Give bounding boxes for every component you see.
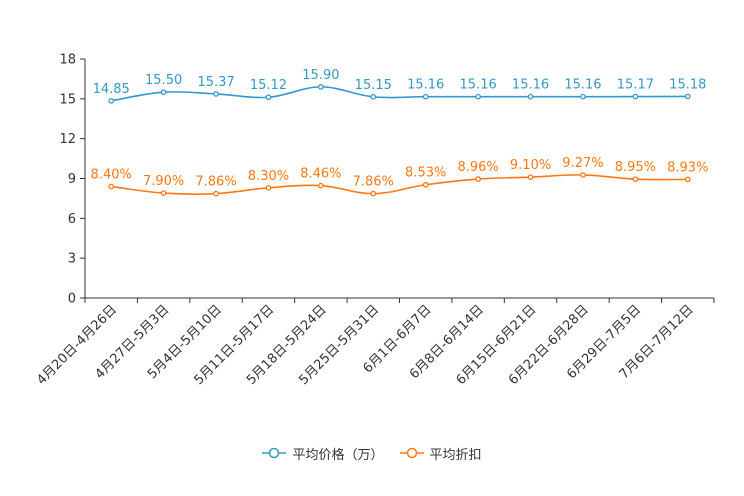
data-point	[527, 93, 534, 100]
data-label: 15.37	[197, 75, 234, 90]
data-point	[160, 190, 167, 196]
data-label: 15.15	[355, 78, 392, 93]
y-tick-label: 0	[68, 292, 76, 307]
data-label: 15.16	[460, 78, 497, 93]
data-point	[213, 91, 219, 97]
y-axis: 0 3 6 9 12 15 18	[59, 53, 86, 307]
legend-label-discount: 平均折扣	[429, 447, 482, 463]
legend-label-price: 平均价格（万）	[292, 447, 384, 463]
data-label: 8.96%	[457, 160, 498, 175]
x-axis: 4月20日-4月26日4月27日-5月3日5月4日-5月10日5月11日-5月1…	[34, 297, 715, 388]
series-line	[111, 174, 688, 196]
data-point	[580, 172, 586, 178]
data-label: 15.50	[145, 73, 182, 88]
legend-line-circle-icon	[262, 447, 287, 459]
data-point	[422, 93, 429, 100]
data-label: 8.30%	[248, 169, 289, 184]
legend-item-discount[interactable]: 平均折扣	[399, 444, 482, 463]
data-point	[527, 174, 534, 181]
legend: 平均价格（万） 平均折扣	[0, 443, 744, 463]
legend-line-circle-icon	[399, 447, 424, 459]
data-label: 15.12	[250, 78, 287, 93]
data-label: 7.86%	[195, 175, 236, 190]
data-label: 8.53%	[405, 166, 446, 181]
data-point	[475, 93, 481, 100]
data-point	[684, 176, 691, 183]
data-label: 15.90	[302, 68, 339, 83]
data-point	[318, 182, 324, 189]
y-tick-label: 18	[59, 53, 76, 68]
data-point	[318, 84, 324, 90]
data-point	[370, 190, 377, 197]
data-label: 9.10%	[510, 158, 551, 173]
data-label: 8.40%	[91, 167, 132, 182]
data-point	[684, 93, 691, 100]
data-label: 8.93%	[667, 160, 708, 175]
data-label: 15.18	[669, 77, 706, 92]
data-label: 7.90%	[143, 174, 184, 189]
y-tick-label: 9	[68, 172, 76, 187]
data-point	[265, 184, 272, 191]
y-tick-label: 12	[59, 132, 76, 147]
data-label: 15.16	[512, 78, 549, 93]
y-tick-label: 15	[59, 92, 76, 107]
y-tick-label: 3	[68, 252, 76, 267]
data-point	[160, 89, 167, 96]
data-point	[265, 94, 272, 101]
data-point	[213, 190, 219, 197]
data-label: 8.95%	[615, 160, 656, 175]
data-label: 15.17	[617, 78, 654, 93]
y-tick-label: 6	[68, 212, 76, 227]
data-point	[370, 93, 377, 100]
plot-area: 14.85 15.50 15.37 15.12 15.90 15.15 15.16 15.16…	[91, 68, 708, 197]
series-line	[111, 86, 688, 102]
data-point	[632, 93, 639, 100]
data-label: 7.86%	[353, 175, 394, 190]
series-0: 14.85 15.50 15.37 15.12 15.90 15.15 15.16 15.16…	[93, 68, 706, 104]
data-label: 14.85	[93, 82, 130, 97]
data-point	[108, 183, 115, 190]
data-point	[422, 181, 429, 188]
data-label: 15.16	[407, 78, 444, 93]
data-point	[580, 93, 586, 100]
data-label: 9.27%	[562, 156, 603, 171]
data-label: 15.16	[564, 78, 601, 93]
series-1: 8.40% 7.90% 7.86% 8.30% 8.46% 7.86% 8.53% 8.96%…	[91, 156, 708, 197]
data-point	[632, 176, 639, 183]
data-label: 8.46%	[300, 167, 341, 182]
data-point	[475, 176, 481, 182]
data-point	[108, 97, 115, 104]
legend-item-price[interactable]: 平均价格（万）	[262, 444, 384, 463]
